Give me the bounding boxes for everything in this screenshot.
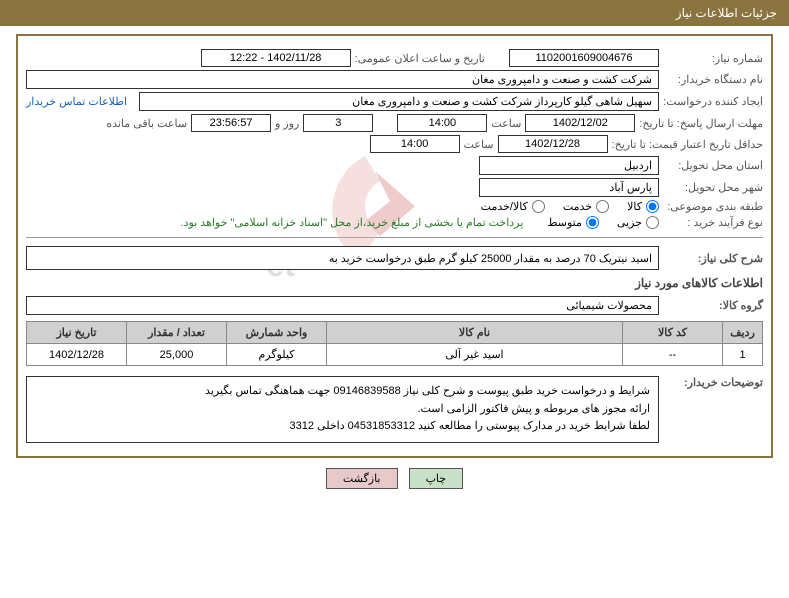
days-and-label: روز و [275,117,299,130]
province-field: اردبیل [479,156,659,175]
min-validity-time-field: 14:00 [370,135,460,153]
cat-service-radio[interactable] [596,200,609,213]
buyer-label: نام دستگاه خریدار: [663,73,763,86]
cat-both-option[interactable]: کالا/خدمت [481,200,545,213]
time-label-1: ساعت [491,117,521,130]
page-header: جزئیات اطلاعات نیاز [0,0,789,26]
table-header-row: ردیف کد کالا نام کالا واحد شمارش تعداد /… [27,322,763,344]
min-validity-date-field: 1402/12/28 [498,135,608,153]
td-date: 1402/12/28 [27,344,127,366]
header-title: جزئیات اطلاعات نیاز [676,6,777,20]
request-no-label: شماره نیاز: [663,52,763,65]
proc-medium-radio[interactable] [586,216,599,229]
category-radio-group: کالا خدمت کالا/خدمت [481,200,659,213]
proc-small-radio[interactable] [646,216,659,229]
deadline-date-field: 1402/12/02 [525,114,635,132]
items-table: ردیف کد کالا نام کالا واحد شمارش تعداد /… [26,321,763,366]
city-field: پارس آباد [479,178,659,197]
desc-field: اسید نیتریک 70 درصد به مقدار 25000 کیلو … [26,246,659,270]
announce-date-field: 1402/11/28 - 12:22 [201,49,351,67]
deadline-label: مهلت ارسال پاسخ: تا تاریخ: [639,117,763,130]
cat-goods-radio[interactable] [646,200,659,213]
td-qty: 25,000 [127,344,227,366]
th-name: نام کالا [327,322,623,344]
process-label: نوع فرآیند خرید : [663,216,763,229]
time-label-2: ساعت [464,138,494,151]
category-label: طبقه بندی موضوعی: [663,200,763,213]
th-unit: واحد شمارش [227,322,327,344]
items-section-title: اطلاعات کالاهای مورد نیاز [26,276,763,290]
cat-service-option[interactable]: خدمت [563,200,609,213]
th-qty: تعداد / مقدار [127,322,227,344]
creator-label: ایجاد کننده درخواست: [663,95,763,108]
deadline-time-field: 14:00 [397,114,487,132]
td-unit: کیلوگرم [227,344,327,366]
cat-goods-option[interactable]: کالا [627,200,659,213]
cat-both-radio[interactable] [532,200,545,213]
province-label: استان محل تحویل: [663,159,763,172]
table-row: 1 -- اسید غیر آلی کیلوگرم 25,000 1402/12… [27,344,763,366]
notes-line-1: شرایط و درخواست خرید طبق پیوست و شرح کلی… [35,383,650,401]
desc-label: شرح کلی نیاز: [663,252,763,265]
td-code: -- [623,344,723,366]
process-radio-group: جزیی متوسط [547,216,659,229]
proc-small-option[interactable]: جزیی [617,216,659,229]
min-validity-label: حداقل تاریخ اعتبار قیمت: تا تاریخ: [612,138,763,151]
button-row: چاپ بازگشت [0,468,789,489]
announce-date-label: تاریخ و ساعت اعلان عمومی: [355,52,485,65]
print-button[interactable]: چاپ [409,468,464,489]
remain-clock-field: 23:56:57 [191,114,271,132]
buyer-notes-box: شرایط و درخواست خرید طبق پیوست و شرح کلی… [26,376,659,443]
notes-line-3: لطفا شرایط خرید در مدارک پیوستی را مطالع… [35,418,650,436]
th-row: ردیف [723,322,763,344]
process-note: پرداخت تمام یا بخشی از مبلغ خرید،از محل … [181,216,524,229]
group-field: محصولات شیمیائی [26,296,659,315]
buyer-notes-label: توضیحات خریدار: [663,376,763,389]
separator-1 [26,237,763,238]
remain-days-field: 3 [303,114,373,132]
request-no-field: 1102001609004676 [509,49,659,67]
back-button[interactable]: بازگشت [326,468,398,489]
remain-suffix-label: ساعت باقی مانده [106,117,187,130]
td-name: اسید غیر آلی [327,344,623,366]
details-panel: IrisTender.net شماره نیاز: 1102001609004… [16,34,773,458]
proc-medium-option[interactable]: متوسط [547,216,599,229]
th-date: تاریخ نیاز [27,322,127,344]
city-label: شهر محل تحویل: [663,181,763,194]
notes-line-2: ارائه مجوز های مربوطه و پیش فاکتور الزام… [35,401,650,419]
creator-field: سهیل شاهی گیلو کارپرداز شرکت کشت و صنعت … [139,92,659,111]
contact-link[interactable]: اطلاعات تماس خریدار [26,95,127,108]
td-row: 1 [723,344,763,366]
buyer-field: شرکت کشت و صنعت و دامپروری مغان [26,70,659,89]
group-label: گروه کالا: [663,299,763,312]
th-code: کد کالا [623,322,723,344]
